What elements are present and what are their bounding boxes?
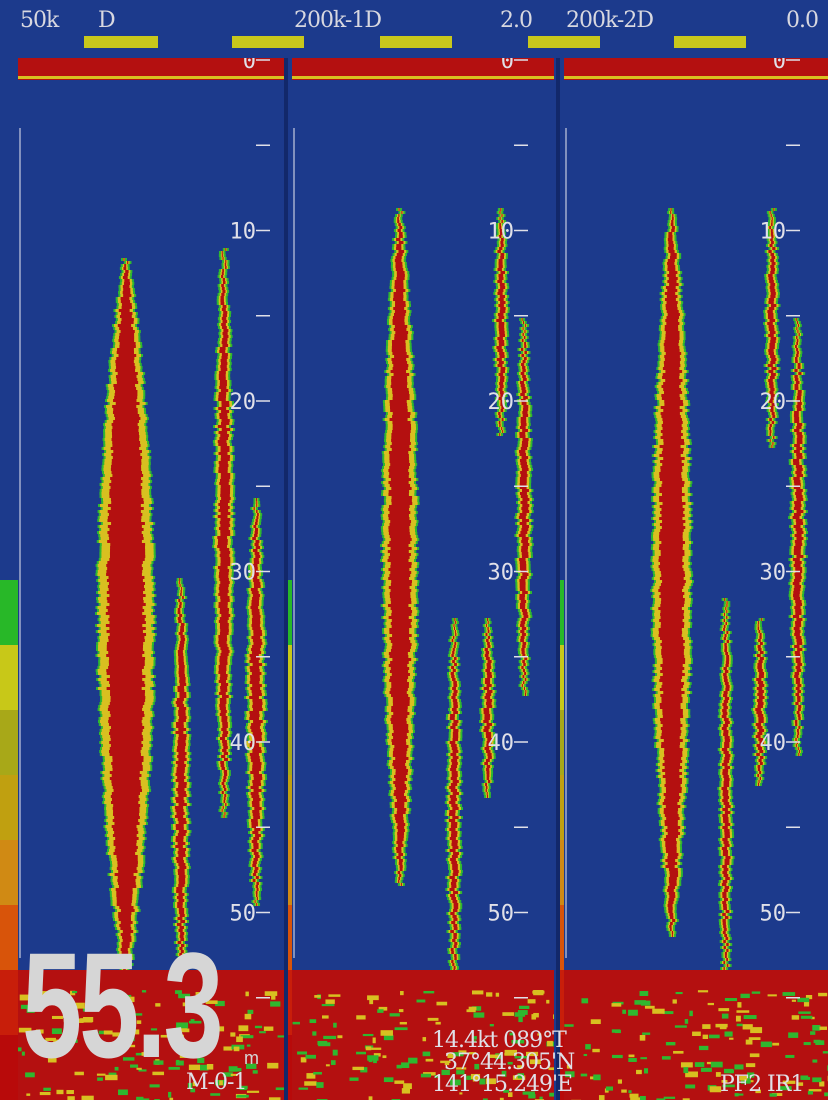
fish-school-echo (212, 248, 236, 818)
fish-school-echo (650, 208, 694, 937)
depth-scale-label: 50 (760, 902, 787, 927)
depth-scale-label: 40 (760, 731, 787, 756)
fish-school-echo (788, 318, 808, 756)
ch2-value: 2.0 (500, 8, 533, 33)
ch1-gain-bar[interactable] (84, 36, 158, 48)
depth-scale-label: 0 (773, 58, 786, 74)
panel-divider-2[interactable] (556, 58, 560, 1100)
surface-echo (18, 58, 284, 80)
ch3-label: 200k-2D (566, 8, 654, 33)
depth-scale-label: 10 (230, 220, 257, 245)
seabed-echo (18, 970, 284, 1100)
echogram-panel-50k[interactable]: 0 10 20 30 40 50 (18, 58, 284, 1100)
depth-scale-label: 30 (760, 561, 787, 586)
echogram-panel-200k-2d[interactable]: 0 10 20 30 40 50 (564, 58, 828, 1100)
fish-school-echo (479, 618, 497, 798)
fish-school-echo (717, 598, 735, 988)
depth-readout: 55.3 (22, 921, 224, 1089)
signal-strength-colorbar (0, 580, 18, 1100)
fish-school-echo (751, 618, 769, 786)
status-code: PF2 IR1 (720, 1072, 804, 1097)
depth-scale-label: 40 (230, 731, 257, 756)
speed-heading-readout: 14.4kt 089°T (432, 1028, 567, 1053)
fish-school-echo (95, 258, 157, 978)
fish-school-echo (492, 208, 510, 436)
panel-divider[interactable] (284, 58, 288, 1100)
ch3-gain-bar[interactable] (674, 36, 746, 48)
depth-scale-label: 0 (501, 58, 514, 74)
depth-scale-label: 0 (243, 58, 256, 74)
depth-scale-label: 30 (488, 561, 515, 586)
surface-echo-edge (292, 76, 554, 79)
seabed-echo (564, 970, 828, 1100)
depth-scale-label: 50 (230, 902, 257, 927)
depth-unit: m (244, 1048, 259, 1068)
surface-echo-edge (564, 76, 828, 79)
surface-echo (564, 58, 828, 80)
seabed-echo (292, 970, 554, 1100)
depth-scale-label: 30 (230, 561, 257, 586)
fish-school-echo (444, 618, 464, 993)
signal-strength-colorbar-3 (556, 580, 566, 1100)
fish-school-echo (244, 498, 268, 906)
ch1-range-bar[interactable] (232, 36, 304, 48)
top-status-bar: 50k D 200k-1D 2.0 200k-2D 0.0 (0, 0, 828, 58)
echogram-50k: 0 10 20 30 40 50 (18, 58, 284, 1100)
depth-scale-label: 50 (488, 902, 515, 927)
surface-echo-edge (18, 76, 284, 79)
ch2-range-bar[interactable] (528, 36, 600, 48)
ch3-value: 0.0 (786, 8, 819, 33)
signal-strength-colorbar-2 (284, 580, 292, 1100)
ch2-gain-bar[interactable] (380, 36, 452, 48)
mode-code: M-0-1 (186, 1070, 247, 1095)
fish-school-echo (514, 318, 534, 696)
depth-scale-label: 20 (488, 390, 515, 415)
ch1-mode-label: D (98, 8, 116, 33)
depth-scale-label: 10 (488, 220, 515, 245)
longitude-readout: 141°15.249'E (432, 1072, 573, 1097)
ch1-frequency-label: 50k (20, 8, 59, 33)
fish-school-echo (170, 578, 192, 986)
fish-school-echo (763, 208, 781, 448)
echogram-panel-200k-1d[interactable]: 0 10 20 30 40 50 (292, 58, 554, 1100)
depth-scale-label: 40 (488, 731, 515, 756)
fish-school-echo (380, 208, 420, 886)
depth-scale-label: 20 (760, 390, 787, 415)
echogram-200k-1d: 0 10 20 30 40 50 (292, 58, 554, 1100)
depth-scale-label: 10 (760, 220, 787, 245)
depth-scale-label: 20 (230, 390, 257, 415)
latitude-readout: 37°44.305'N (444, 1050, 575, 1075)
echogram-200k-2d: 0 10 20 30 40 50 (564, 58, 828, 1100)
ch2-label: 200k-1D (294, 8, 382, 33)
surface-echo (292, 58, 554, 80)
